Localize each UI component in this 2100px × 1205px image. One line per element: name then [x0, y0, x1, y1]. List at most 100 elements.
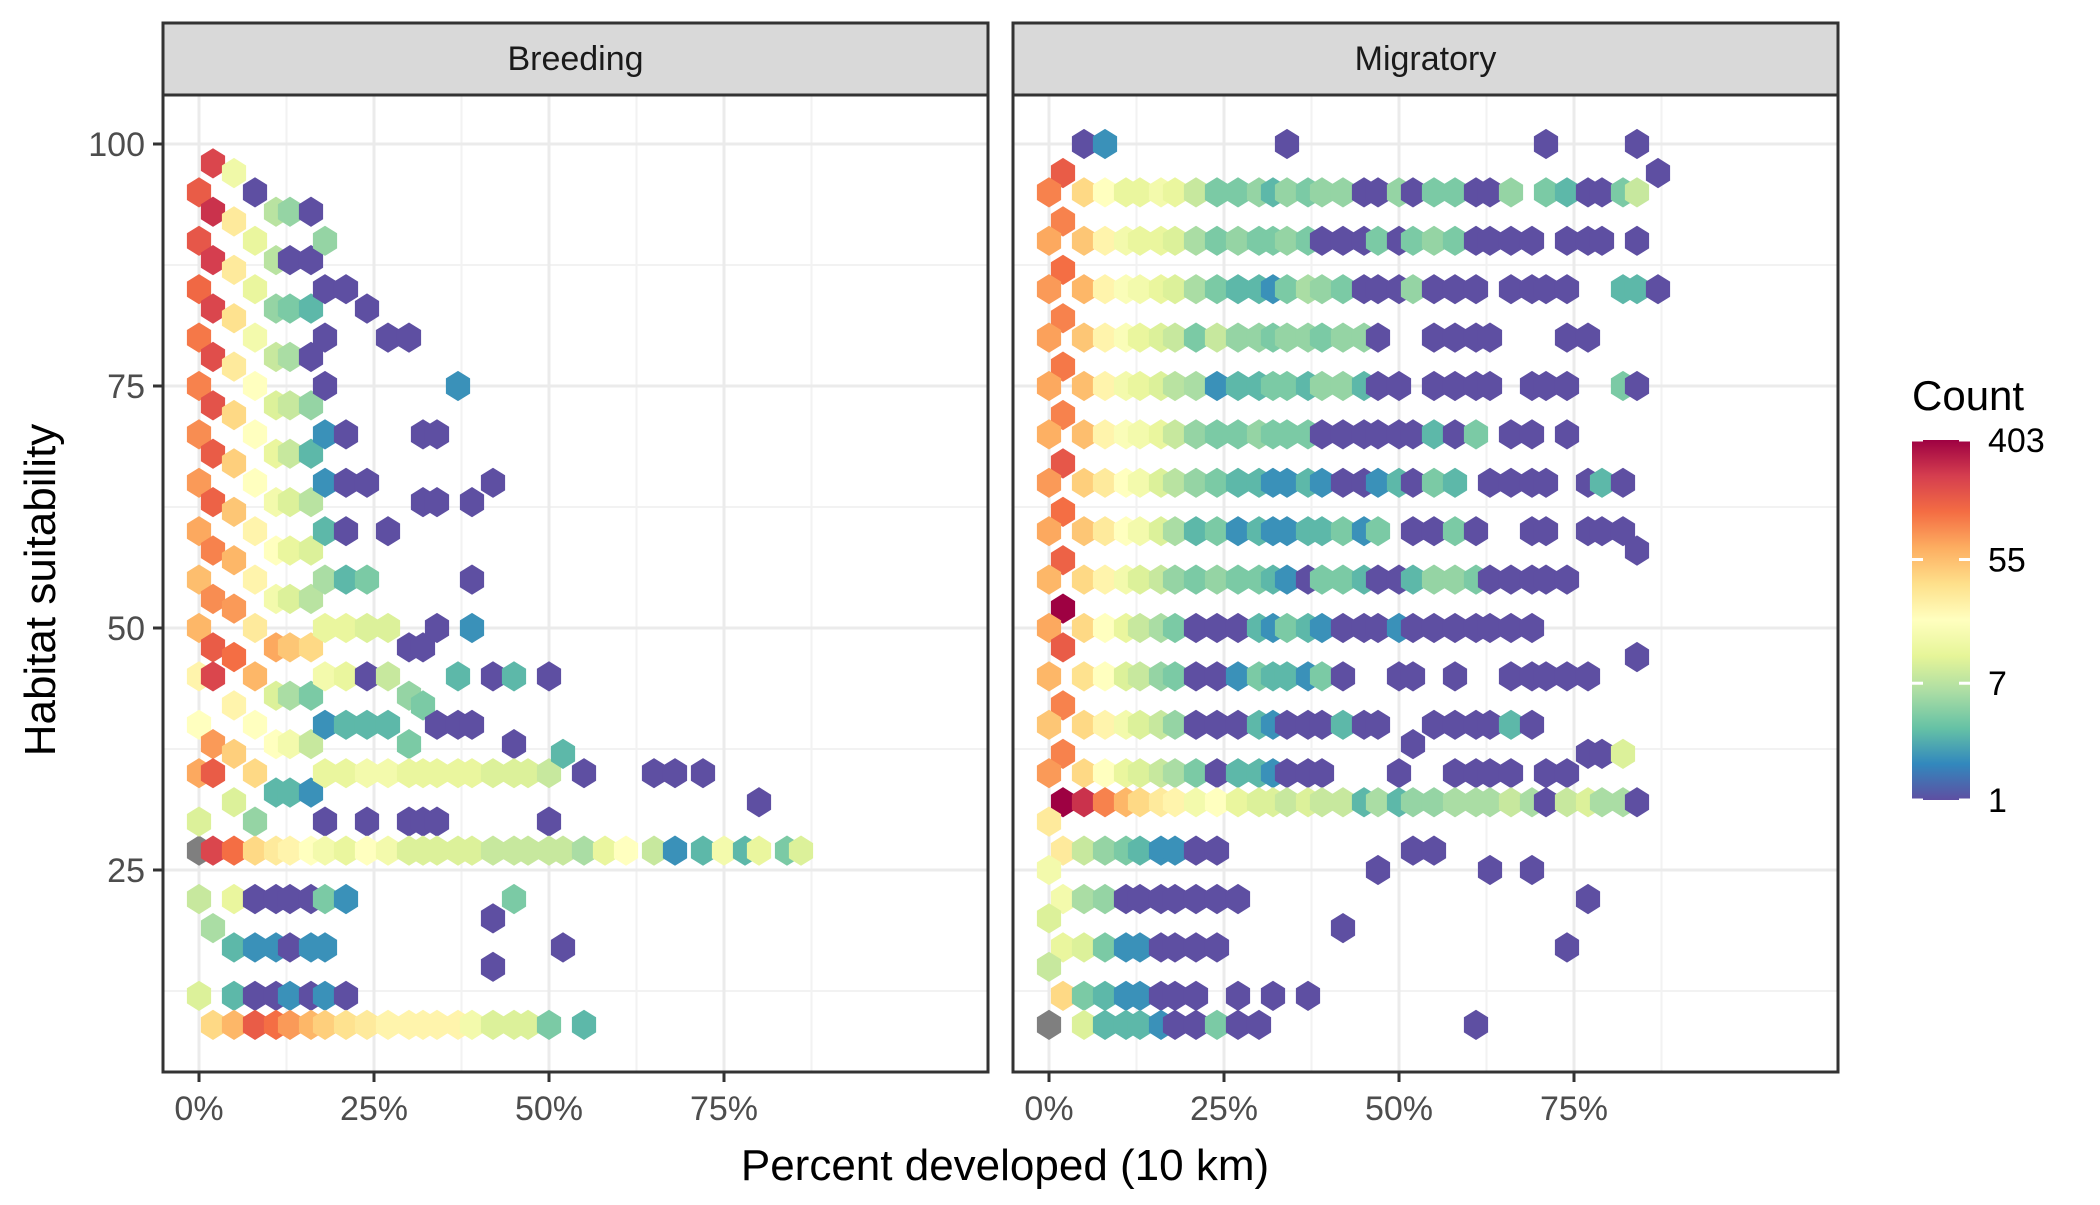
hexbin-cell — [1309, 787, 1335, 818]
hexbin-cell — [277, 390, 303, 421]
hexbin-cell — [459, 709, 485, 740]
hexbin-cell — [200, 661, 226, 692]
hexbin-cell — [746, 787, 772, 818]
hexbin-cell — [1554, 564, 1580, 595]
hexbin-cell — [1421, 467, 1447, 498]
hexbin-cell — [375, 516, 401, 547]
hexbin-cell — [410, 690, 436, 721]
hexbin-cell — [1050, 883, 1076, 915]
hexbin-cell — [1274, 612, 1300, 644]
facet-strip — [1011, 21, 1840, 97]
hexbin-cell — [1533, 274, 1559, 305]
hexbin-cell — [298, 390, 324, 421]
hexbin-cell — [221, 448, 247, 479]
hexbin-cell — [221, 690, 247, 721]
hexbin-cell — [536, 661, 562, 692]
hexbin-cell — [1183, 612, 1209, 644]
hexbin-cell — [1183, 883, 1209, 915]
hexbin-cell — [1036, 225, 1062, 256]
hexbin-cell — [242, 932, 268, 963]
hexbin-cell — [1092, 322, 1118, 353]
hexbin-cell — [1624, 370, 1650, 402]
hexbin-cell — [1477, 467, 1503, 498]
hexbin-cell — [1442, 177, 1468, 208]
hexbin-cell — [1533, 177, 1559, 208]
hexbin-cell — [1589, 787, 1615, 818]
hexbin-cell — [515, 1009, 541, 1040]
hexbin-cell — [1036, 854, 1062, 886]
hexbin-cell — [221, 206, 247, 237]
hexbin-cell — [277, 341, 303, 373]
hexbin-cell — [1421, 370, 1447, 402]
hexbin-cell — [1036, 467, 1062, 498]
hexbin-cell — [333, 980, 359, 1011]
hexbin-cell — [277, 535, 303, 566]
hexbin-cell — [333, 564, 359, 595]
hexbin-cell — [298, 632, 324, 663]
hexbin-cell — [1330, 564, 1356, 595]
hexbin-cell — [1162, 758, 1188, 789]
hexbin-cell — [1092, 225, 1118, 256]
hexbin-cell — [1533, 661, 1559, 692]
hexbin-cell — [354, 661, 380, 692]
hexbin-cell — [641, 835, 667, 866]
hexbin-cell — [312, 758, 338, 789]
hexbin-cell — [312, 274, 338, 305]
hexbin-cell — [1589, 516, 1615, 547]
hexbin-cell — [1533, 787, 1559, 818]
hexbin-cell — [1554, 370, 1580, 402]
hexbin-cell — [1225, 758, 1251, 789]
hexbin-cell — [1365, 516, 1391, 547]
hexbin-cell — [1071, 128, 1097, 160]
hexbin-cell — [1589, 467, 1615, 498]
hexbin-cell — [312, 467, 338, 498]
hexbin-cell — [1204, 883, 1230, 915]
hexbin-cell — [1071, 835, 1097, 866]
hexbin-cell — [1498, 467, 1524, 498]
hexbin-cell — [1554, 758, 1580, 789]
hexbin-cell — [333, 467, 359, 498]
hexbin-cell — [1533, 564, 1559, 595]
hexbin-cell — [221, 254, 247, 285]
hexbin-cell — [375, 612, 401, 644]
hexbin-cell — [1127, 274, 1153, 305]
hexbin-cell — [1624, 787, 1650, 818]
hexbin-cell — [333, 516, 359, 547]
hexbin-cell — [298, 535, 324, 566]
hexbin-cell — [242, 758, 268, 789]
hexbin-cell — [1183, 835, 1209, 866]
hexbin-cell — [550, 835, 576, 866]
hexbin-cell — [242, 806, 268, 837]
hexbin-cell — [690, 835, 716, 866]
hexbin-cell — [1533, 516, 1559, 547]
hexbin-cell — [1092, 758, 1118, 789]
hexbin-cell — [515, 758, 541, 789]
hexbin-cell — [1421, 274, 1447, 305]
hexbin-cell — [480, 467, 506, 498]
hexbin-cell — [186, 467, 212, 498]
hexbin-cell — [1204, 419, 1230, 450]
hexbin-cell — [277, 487, 303, 518]
hexbin-cell — [186, 419, 212, 450]
hexbin-cell — [200, 1009, 226, 1040]
hexbin-cell — [1309, 564, 1335, 595]
hexbin-cell — [1554, 274, 1580, 305]
hexbin-cell — [333, 835, 359, 866]
hexbin-cell — [1092, 883, 1118, 915]
hexbin-cell — [1204, 177, 1230, 208]
hexbin-cell — [1050, 448, 1076, 479]
hexbin-cell — [1442, 564, 1468, 595]
hexbin-cell — [242, 883, 268, 915]
hexbin-cell — [1386, 758, 1412, 789]
hexbin-cell — [1309, 370, 1335, 402]
hexbin-cell — [1442, 787, 1468, 818]
hexbin-cell — [1442, 516, 1468, 547]
hexbin-cell — [333, 709, 359, 740]
hexbin-cell — [711, 835, 737, 866]
hexbin-cell — [1365, 467, 1391, 498]
hexbin-cell — [1183, 709, 1209, 740]
hexbin-cell — [1071, 661, 1097, 692]
hexbin-cell — [1162, 932, 1188, 963]
hexbin-cell — [277, 680, 303, 711]
hexbin-cell — [1624, 128, 1650, 160]
